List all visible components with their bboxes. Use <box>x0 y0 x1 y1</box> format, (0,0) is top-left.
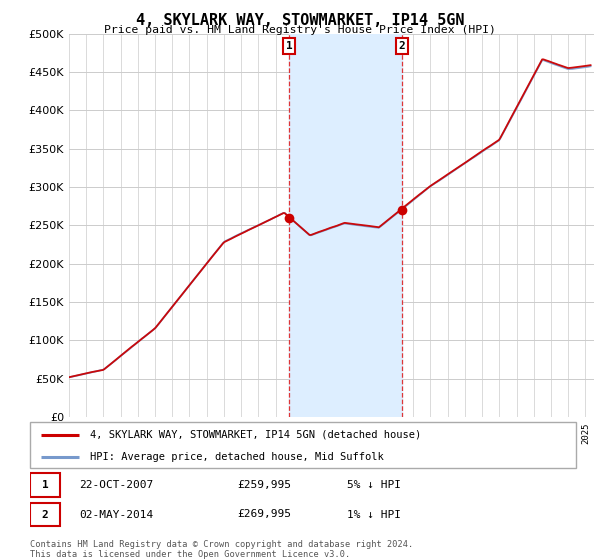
Text: £259,995: £259,995 <box>238 480 292 490</box>
Text: 2: 2 <box>398 41 405 52</box>
Text: 02-MAY-2014: 02-MAY-2014 <box>79 510 154 520</box>
Text: 4, SKYLARK WAY, STOWMARKET, IP14 5GN (detached house): 4, SKYLARK WAY, STOWMARKET, IP14 5GN (de… <box>90 430 421 440</box>
Bar <box>289 34 402 417</box>
Text: Price paid vs. HM Land Registry's House Price Index (HPI): Price paid vs. HM Land Registry's House … <box>104 25 496 35</box>
Text: Contains HM Land Registry data © Crown copyright and database right 2024.
This d: Contains HM Land Registry data © Crown c… <box>30 540 413 559</box>
Text: 1% ↓ HPI: 1% ↓ HPI <box>347 510 401 520</box>
Text: 5% ↓ HPI: 5% ↓ HPI <box>347 480 401 490</box>
FancyBboxPatch shape <box>30 473 60 497</box>
Text: £269,995: £269,995 <box>238 510 292 520</box>
Text: 22-OCT-2007: 22-OCT-2007 <box>79 480 154 490</box>
Text: 1: 1 <box>286 41 293 52</box>
FancyBboxPatch shape <box>30 503 60 526</box>
Text: 2: 2 <box>41 510 49 520</box>
Text: 4, SKYLARK WAY, STOWMARKET, IP14 5GN: 4, SKYLARK WAY, STOWMARKET, IP14 5GN <box>136 13 464 28</box>
Text: 1: 1 <box>41 480 49 490</box>
Text: HPI: Average price, detached house, Mid Suffolk: HPI: Average price, detached house, Mid … <box>90 452 384 463</box>
FancyBboxPatch shape <box>30 422 576 468</box>
